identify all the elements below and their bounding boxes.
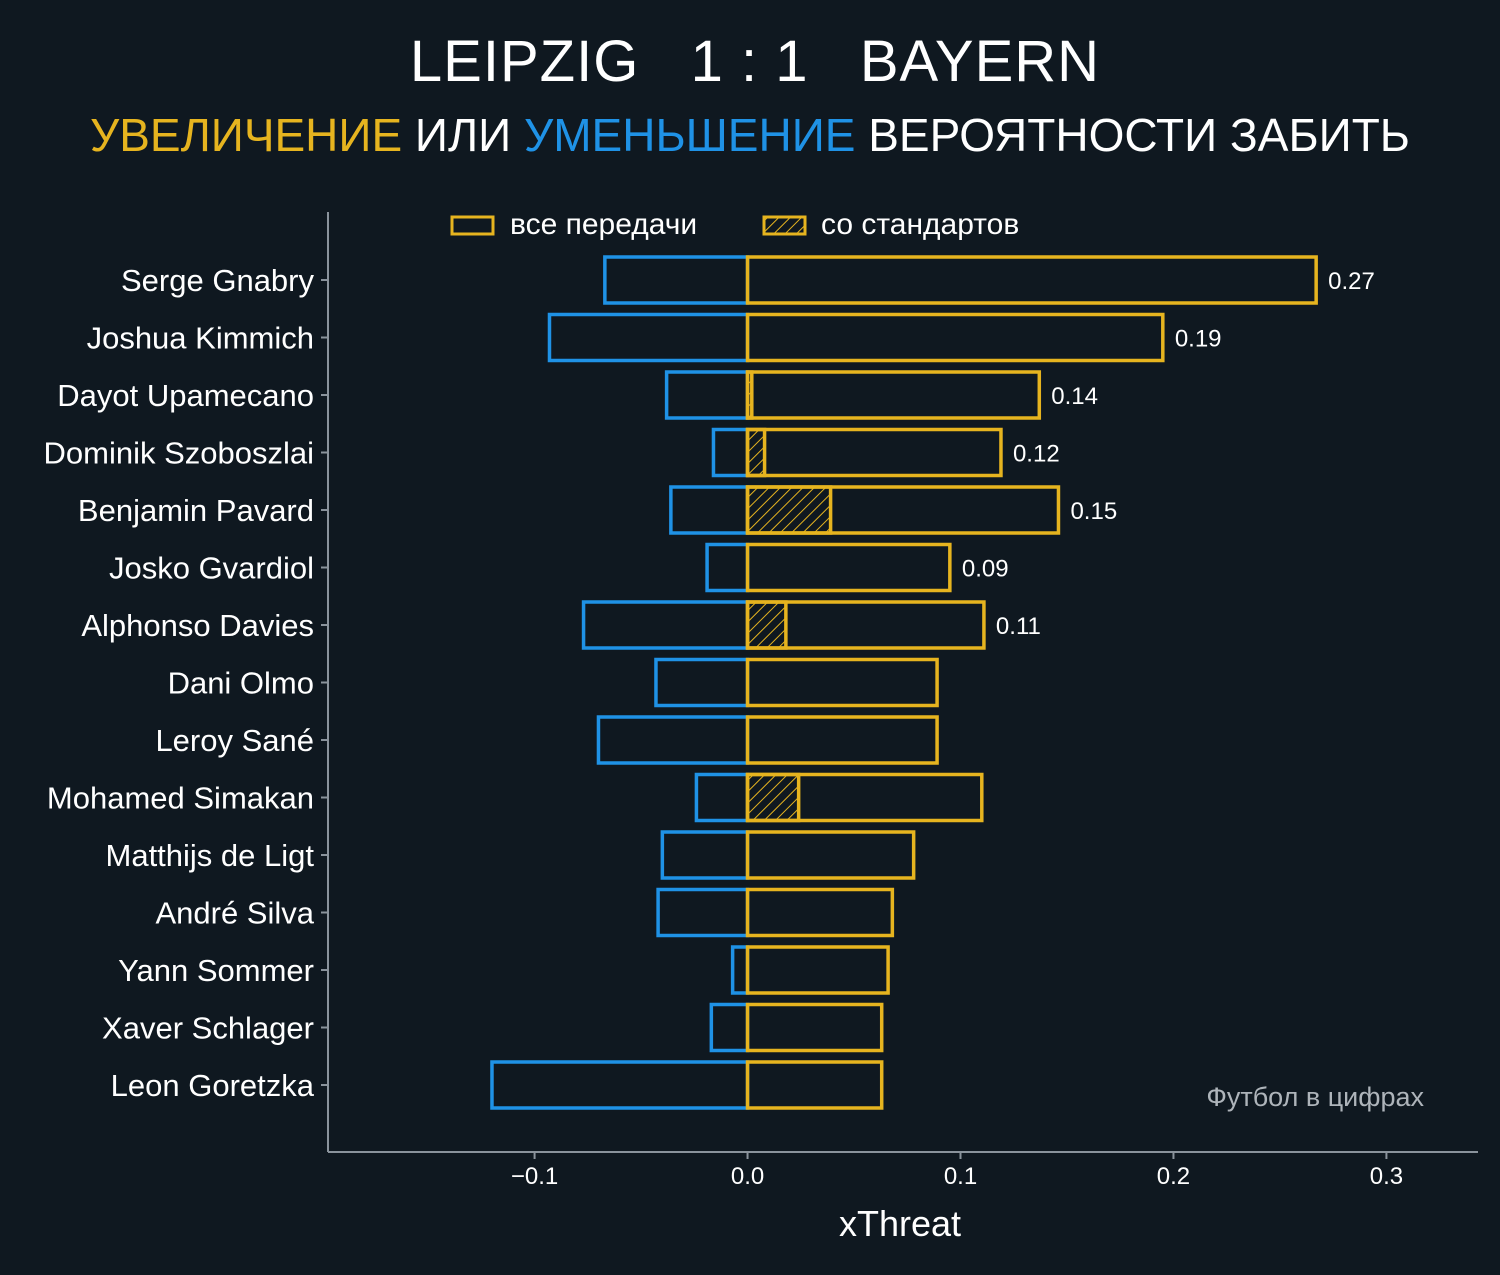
- value-label-joshua-kimmich: 0.19: [1175, 326, 1222, 353]
- y-tick-label-serge-gnabry: Serge Gnabry: [121, 263, 314, 298]
- bar-increase-leon-goretzka: [745, 1060, 884, 1110]
- bar-increase-dominik-szoboszlai: [745, 427, 1003, 478]
- y-tick-label-leon-goretzka: Leon Goretzka: [111, 1068, 315, 1103]
- x-tick-label-4: 0.3: [1370, 1163, 1403, 1190]
- bar-increase-andre-silva: [745, 887, 895, 938]
- legend: все передачи со стандартов: [450, 208, 1019, 241]
- bar-decrease-dani-olmo: [654, 657, 750, 708]
- bar-increase-matthijs-de-ligt: [745, 830, 916, 880]
- y-tick-label-matthijs-de-ligt: Matthijs de Ligt: [106, 838, 315, 873]
- bar-setpiece-dominik-szoboszlai: [745, 427, 767, 478]
- bar-decrease-yann-sommer: [730, 945, 750, 995]
- value-label-benjamin-pavard: 0.15: [1070, 498, 1117, 525]
- subtitle-or: ИЛИ: [402, 109, 525, 161]
- bar-setpiece-mohamed-simakan: [745, 772, 801, 823]
- bar-increase-benjamin-pavard: [745, 485, 1061, 535]
- bar-increase-serge-gnabry: [745, 255, 1318, 305]
- bar-increase-alphonso-davies: [745, 600, 986, 650]
- y-tick-label-dominik-szoboszlai: Dominik Szoboszlai: [44, 436, 315, 471]
- value-label-josko-gvardiol: 0.09: [962, 556, 1009, 583]
- bar-decrease-dayot-upamecano: [664, 370, 750, 420]
- bar-decrease-joshua-kimmich: [547, 312, 750, 363]
- bar-decrease-alphonso-davies: [581, 600, 750, 650]
- legend-swatch-all-passes: [450, 215, 495, 236]
- x-axis-label: xThreat: [839, 1203, 961, 1244]
- chart-title: LEIPZIG 1 : 1 BAYERN: [409, 29, 1101, 94]
- bar-decrease-andre-silva: [656, 887, 750, 938]
- y-tick-label-joshua-kimmich: Joshua Kimmich: [87, 321, 314, 356]
- bar-decrease-dominik-szoboszlai: [711, 427, 750, 478]
- subtitle-rest: ВЕРОЯТНОСТИ ЗАБИТЬ: [855, 109, 1410, 161]
- bar-decrease-benjamin-pavard: [669, 485, 750, 535]
- bar-decrease-leon-goretzka: [490, 1060, 750, 1110]
- bar-increase-leroy-sane: [745, 715, 939, 765]
- bar-increase-xaver-schlager: [745, 1002, 884, 1053]
- x-tick-label-0: −0.1: [511, 1163, 558, 1190]
- bar-decrease-leroy-sane: [596, 715, 750, 765]
- bar-increase-yann-sommer: [745, 945, 890, 995]
- bar-setpiece-alphonso-davies: [745, 600, 788, 650]
- bar-increase-mohamed-simakan: [745, 772, 984, 823]
- bar-decrease-matthijs-de-ligt: [660, 830, 750, 880]
- bar-decrease-serge-gnabry: [603, 255, 750, 305]
- value-label-dayot-upamecano: 0.14: [1051, 383, 1098, 410]
- y-tick-label-andre-silva: André Silva: [155, 896, 314, 931]
- chart-subtitle: УВЕЛИЧЕНИЕ ИЛИ УМЕНЬШЕНИЕ ВЕРОЯТНОСТИ ЗА…: [0, 108, 1500, 162]
- y-tick-label-yann-sommer: Yann Sommer: [118, 953, 314, 988]
- bar-decrease-josko-gvardiol: [705, 542, 750, 593]
- bars-layer: 0.27 0.19 0.14 0.12 0.15 0.09 0.11: [490, 255, 1375, 1110]
- bar-decrease-xaver-schlager: [709, 1002, 750, 1053]
- legend-label-set-pieces: со стандартов: [821, 208, 1019, 241]
- value-label-serge-gnabry: 0.27: [1328, 268, 1375, 295]
- legend-label-all-passes: все передачи: [510, 208, 697, 241]
- bar-setpiece-benjamin-pavard: [745, 485, 833, 535]
- bar-increase-josko-gvardiol: [745, 542, 952, 593]
- y-tick-label-mohamed-simakan: Mohamed Simakan: [47, 781, 314, 816]
- y-tick-label-dayot-upamecano: Dayot Upamecano: [57, 378, 314, 413]
- bar-decrease-mohamed-simakan: [694, 772, 750, 823]
- watermark: Футбол в цифрах: [1206, 1082, 1424, 1112]
- y-tick-label-xaver-schlager: Xaver Schlager: [102, 1011, 314, 1046]
- y-tick-label-leroy-sane: Leroy Sané: [155, 723, 314, 758]
- y-tick-label-dani-olmo: Dani Olmo: [168, 666, 314, 701]
- y-tick-label-benjamin-pavard: Benjamin Pavard: [78, 493, 314, 528]
- bar-increase-dani-olmo: [745, 657, 939, 708]
- bar-increase-dayot-upamecano: [745, 370, 1042, 420]
- x-tick-label-2: 0.1: [944, 1163, 977, 1190]
- value-label-dominik-szoboszlai: 0.12: [1013, 441, 1060, 468]
- axes-layer: Serge Gnabry Joshua Kimmich Dayot Upamecan…: [44, 212, 1478, 1190]
- x-tick-label-3: 0.2: [1157, 1163, 1190, 1190]
- y-tick-label-josko-gvardiol: Josko Gvardiol: [109, 551, 314, 586]
- bar-increase-joshua-kimmich: [745, 312, 1165, 363]
- y-tick-label-alphonso-davies: Alphonso Davies: [81, 608, 314, 643]
- value-label-alphonso-davies: 0.11: [996, 613, 1041, 640]
- subtitle-increase: УВЕЛИЧЕНИЕ: [90, 109, 403, 161]
- legend-swatch-set-pieces: [762, 215, 807, 236]
- subtitle-decrease: УМЕНЬШЕНИЕ: [524, 109, 856, 161]
- x-tick-label-1: 0.0: [731, 1163, 764, 1190]
